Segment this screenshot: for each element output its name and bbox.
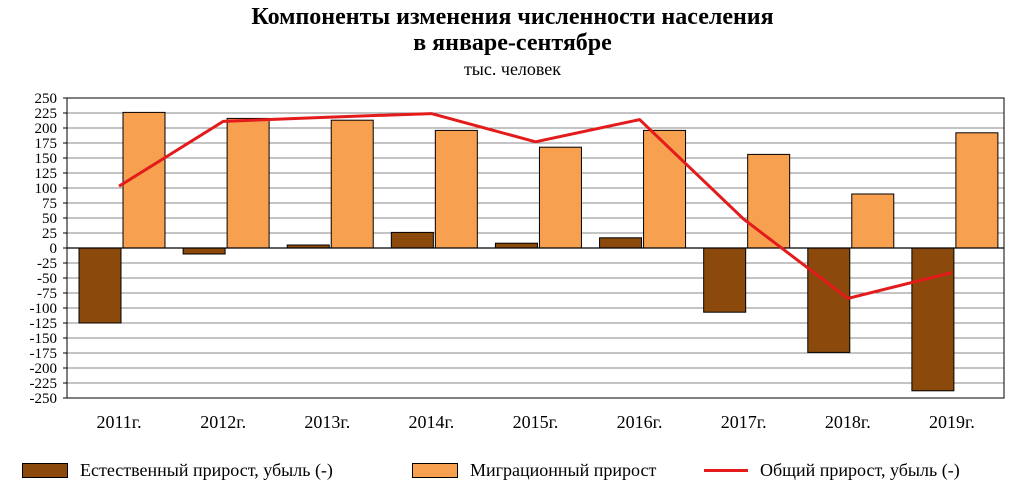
y-tick-label: -50 <box>37 271 57 287</box>
bar-migration <box>434 129 478 249</box>
legend-label-total: Общий прирост, убыль (-) <box>760 460 960 480</box>
chart-subtitle: тыс. человек <box>463 59 562 79</box>
y-tick-label: 0 <box>50 241 58 257</box>
y-tick-label: 225 <box>35 106 58 122</box>
x-tick-label: 2016г. <box>617 412 663 432</box>
bar-migration <box>955 132 999 249</box>
y-tick-label: 75 <box>42 196 57 212</box>
y-tick-label: -75 <box>37 286 57 302</box>
x-tick-label: 2018г. <box>825 412 871 432</box>
bar-natural <box>599 237 643 249</box>
y-tick-label: 50 <box>42 211 57 227</box>
x-tick-label: 2012г. <box>200 412 246 432</box>
bar-natural <box>78 247 122 324</box>
chart-plot: 2502252001751501251007550250-25-50-75-10… <box>30 91 1005 432</box>
y-tick-label: 250 <box>35 91 58 107</box>
chart-legend: Естественный прирост, убыль (-) Миграцио… <box>0 460 1025 486</box>
y-tick-label: -100 <box>30 301 58 317</box>
legend-label-migration: Миграционный прирост <box>470 460 657 480</box>
legend-item-natural: Естественный прирост, убыль (-) <box>22 460 333 481</box>
y-tick-label: 100 <box>35 181 58 197</box>
x-tick-label: 2017г. <box>721 412 767 432</box>
y-tick-label: 175 <box>35 136 58 152</box>
y-tick-label: -225 <box>30 376 58 392</box>
x-tick-label: 2011г. <box>96 412 141 432</box>
y-tick-label: -175 <box>30 346 58 362</box>
y-tick-label: -200 <box>30 361 58 377</box>
legend-item-migration: Миграционный прирост <box>412 460 656 481</box>
bar-natural <box>182 247 226 255</box>
chart-title-line1: Компоненты изменения численности населен… <box>251 4 774 30</box>
legend-item-total: Общий прирост, убыль (-) <box>704 460 960 481</box>
plot-frame <box>66 97 1005 399</box>
y-tick-label: -250 <box>30 391 58 407</box>
y-tick-label: -25 <box>37 256 57 272</box>
legend-swatch-total <box>704 469 748 472</box>
bar-migration <box>330 119 374 249</box>
bar-migration <box>643 129 687 249</box>
bar-migration <box>747 153 791 249</box>
y-tick-label: -125 <box>30 316 58 332</box>
y-tick-label: 150 <box>35 151 58 167</box>
y-tick-label: 25 <box>42 226 57 242</box>
line-total <box>118 112 953 300</box>
legend-swatch-migration <box>412 463 458 478</box>
y-tick-label: 125 <box>35 166 58 182</box>
bar-natural <box>703 247 747 313</box>
legend-label-natural: Естественный прирост, убыль (-) <box>80 460 333 480</box>
x-tick-label: 2019г. <box>929 412 975 432</box>
chart-title-line2: в январе-сентябре <box>413 30 612 56</box>
x-tick-label: 2015г. <box>513 412 559 432</box>
y-tick-label: -150 <box>30 331 58 347</box>
x-tick-label: 2014г. <box>408 412 454 432</box>
x-tick-label: 2013г. <box>304 412 350 432</box>
bar-migration <box>538 146 582 249</box>
bar-natural <box>390 231 434 249</box>
bar-migration <box>226 117 270 249</box>
legend-swatch-natural <box>22 463 68 478</box>
bar-natural <box>494 242 538 249</box>
bar-natural <box>911 247 955 392</box>
bar-migration <box>851 193 895 249</box>
bar-natural <box>807 247 851 353</box>
y-tick-label: 200 <box>35 121 58 137</box>
